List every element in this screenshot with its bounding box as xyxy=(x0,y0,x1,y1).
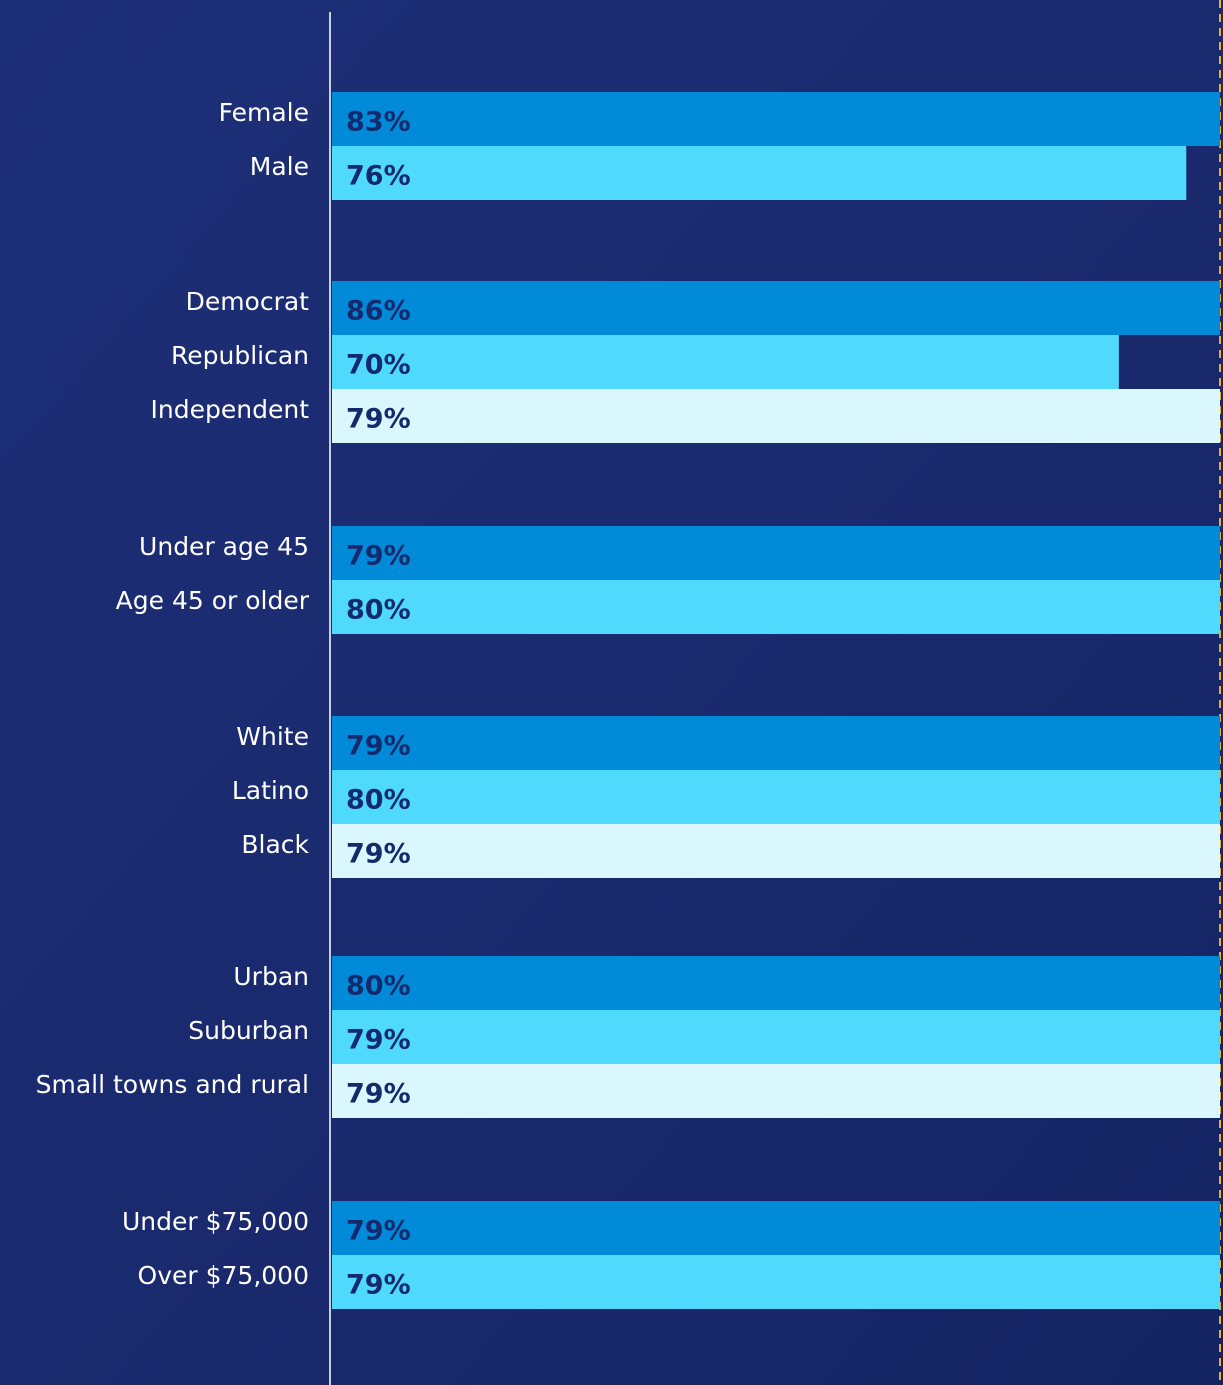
value-label: 79% xyxy=(346,1025,411,1056)
bar xyxy=(332,92,1223,146)
value-label: 80% xyxy=(346,971,411,1002)
category-label: Black xyxy=(241,830,309,859)
bar xyxy=(332,281,1223,335)
bar xyxy=(332,146,1186,200)
bar xyxy=(332,1255,1220,1309)
bar xyxy=(332,824,1220,878)
category-label: Under $75,000 xyxy=(122,1207,309,1236)
category-label: Over $75,000 xyxy=(138,1261,309,1290)
category-label: Suburban xyxy=(188,1016,309,1045)
value-label: 79% xyxy=(346,1270,411,1301)
category-label: Democrat xyxy=(186,287,310,316)
category-label: White xyxy=(236,722,309,751)
bar xyxy=(332,526,1220,580)
value-label: 79% xyxy=(346,1079,411,1110)
bar xyxy=(332,770,1223,824)
value-label: 80% xyxy=(346,785,411,816)
value-label: 83% xyxy=(346,107,411,138)
category-label: Male xyxy=(250,152,309,181)
category-label: Urban xyxy=(233,962,309,991)
bar xyxy=(332,956,1223,1010)
bar xyxy=(332,1010,1220,1064)
bar xyxy=(332,389,1220,443)
background xyxy=(0,0,1223,1385)
category-label: Small towns and rural xyxy=(36,1070,309,1099)
value-label: 79% xyxy=(346,541,411,572)
value-label: 79% xyxy=(346,839,411,870)
value-label: 80% xyxy=(346,595,411,626)
category-label: Female xyxy=(219,98,309,127)
value-label: 70% xyxy=(346,350,411,381)
category-label: Under age 45 xyxy=(139,532,309,561)
value-label: 79% xyxy=(346,731,411,762)
value-label: 86% xyxy=(346,296,411,327)
category-label: Latino xyxy=(232,776,309,805)
category-label: Republican xyxy=(171,341,309,370)
value-label: 79% xyxy=(346,404,411,435)
value-label: 79% xyxy=(346,1216,411,1247)
bar xyxy=(332,335,1119,389)
chart: Female 83% Male 76% Democrat 86% Republican 70%… xyxy=(0,0,1223,1385)
bar xyxy=(332,580,1223,634)
bar xyxy=(332,716,1220,770)
category-label: Age 45 or older xyxy=(116,586,310,615)
bar xyxy=(332,1064,1220,1118)
bar xyxy=(332,1201,1220,1255)
value-label: 76% xyxy=(346,161,411,192)
category-label: Independent xyxy=(151,395,310,424)
